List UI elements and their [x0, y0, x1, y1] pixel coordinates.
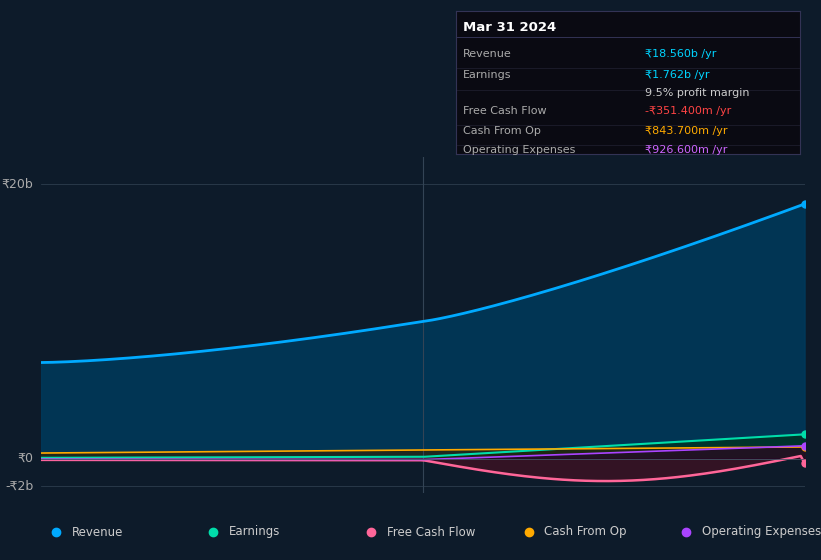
Text: ₹20b: ₹20b [2, 178, 34, 191]
Text: Cash From Op: Cash From Op [544, 525, 627, 539]
Text: Mar 31 2024: Mar 31 2024 [462, 21, 556, 34]
Text: Earnings: Earnings [229, 525, 281, 539]
Text: -₹2b: -₹2b [5, 479, 34, 492]
Text: ₹0: ₹0 [17, 452, 34, 465]
Text: Cash From Op: Cash From Op [462, 126, 540, 136]
Text: 2024: 2024 [598, 520, 630, 533]
Text: ₹843.700m /yr: ₹843.700m /yr [645, 126, 727, 136]
Text: Earnings: Earnings [462, 71, 511, 81]
Text: Revenue: Revenue [71, 525, 123, 539]
Text: Free Cash Flow: Free Cash Flow [462, 106, 546, 116]
Text: Revenue: Revenue [462, 49, 511, 59]
Text: ₹1.762b /yr: ₹1.762b /yr [645, 71, 710, 81]
Text: 9.5% profit margin: 9.5% profit margin [645, 87, 750, 97]
Text: 2023: 2023 [216, 520, 248, 533]
Text: ₹926.600m /yr: ₹926.600m /yr [645, 144, 727, 155]
Text: Operating Expenses: Operating Expenses [462, 144, 575, 155]
Text: -₹351.400m /yr: -₹351.400m /yr [645, 106, 732, 116]
Text: Free Cash Flow: Free Cash Flow [387, 525, 475, 539]
Text: Operating Expenses: Operating Expenses [702, 525, 821, 539]
Text: ₹18.560b /yr: ₹18.560b /yr [645, 49, 717, 59]
